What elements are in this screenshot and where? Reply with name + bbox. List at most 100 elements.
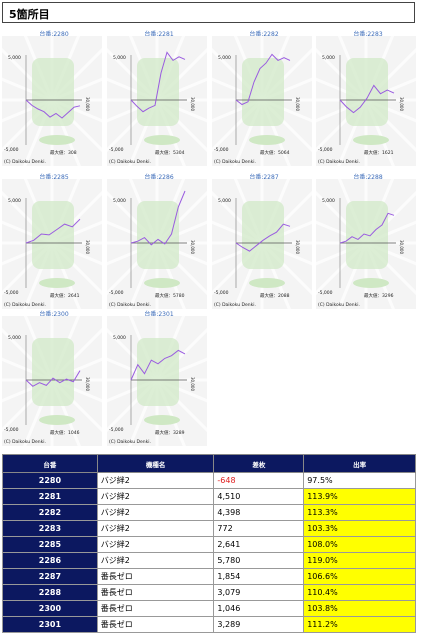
chart-panel: 5,000 -5,000 30,000 最大値：2088 (C) Daikoku Den… — [212, 179, 312, 309]
chart-svg: 5,000 -5,000 30,000 最大値：1046 (C) Daikoku Den… — [2, 316, 102, 446]
slot-chart: 台番:2285 5,000 -5,000 30,000 最大値：2641 (C) Daik… — [2, 172, 106, 312]
x-tick-end: 30,000 — [399, 97, 404, 111]
cell-rate: 111.2% — [303, 616, 416, 633]
cell-machine-no: 2280 — [2, 472, 98, 489]
slot-chart: 台番:2287 5,000 -5,000 30,000 最大値：2088 (C) Daik… — [212, 172, 316, 312]
max-value-label: 最大値：1046 — [50, 429, 80, 436]
slot-chart: 台番:2286 5,000 -5,000 30,000 最大値：5780 (C) Daik… — [107, 172, 211, 312]
background-emblem — [144, 278, 180, 288]
cell-rate: 110.4% — [303, 584, 416, 601]
chart-title-link[interactable]: 台番:2285 — [39, 174, 69, 181]
col-header-diff: 差枚 — [213, 454, 305, 473]
copyright-text: (C) Daikoku Denki. — [214, 159, 256, 165]
y-tick-bottom: -5,000 — [109, 290, 124, 296]
series-line — [130, 190, 186, 246]
y-tick-top: 5,000 — [218, 198, 231, 204]
background-emblem — [249, 135, 285, 145]
chart-title-link[interactable]: 台番:2283 — [353, 31, 383, 38]
cell-machine-no: 2283 — [2, 520, 98, 537]
background-emblem — [242, 58, 284, 126]
chart-svg: 5,000 -5,000 30,000 最大値：5064 (C) Daikoku Den… — [212, 36, 312, 166]
cell-model: バジ絆2 — [96, 520, 215, 537]
chart-title-link[interactable]: 台番:2281 — [144, 31, 174, 38]
background-emblem — [32, 338, 74, 406]
copyright-text: (C) Daikoku Denki. — [109, 302, 151, 308]
slot-chart: 台番:2300 5,000 -5,000 30,000 最大値：1046 (C) Daik… — [2, 309, 106, 449]
y-tick-bottom: -5,000 — [4, 290, 19, 296]
chart-svg: 5,000 -5,000 30,000 最大値：3289 (C) Daikoku Den… — [107, 316, 207, 446]
cell-machine-no: 2301 — [2, 616, 98, 633]
series-line — [25, 370, 81, 387]
background-emblem — [353, 278, 389, 288]
y-tick-bottom: -5,000 — [109, 147, 124, 153]
cell-model: バジ絆2 — [96, 552, 215, 569]
background-emblem — [353, 135, 389, 145]
copyright-text: (C) Daikoku Denki. — [4, 302, 46, 308]
cell-diff: 1,046 — [213, 600, 305, 617]
chart-title-link[interactable]: 台番:2300 — [39, 311, 69, 318]
chart-title-link[interactable]: 台番:2282 — [249, 31, 279, 38]
cell-rate: 119.0% — [303, 552, 416, 569]
copyright-text: (C) Daikoku Denki. — [4, 439, 46, 445]
slot-chart: 台番:2281 5,000 -5,000 30,000 最大値：5304 (C) Daik… — [107, 29, 211, 169]
cell-model: バジ絆2 — [96, 536, 215, 553]
cell-machine-no: 2285 — [2, 536, 98, 553]
x-tick-end: 30,000 — [295, 240, 300, 254]
table-row: 2282 バジ絆2 4,398 113.3% — [2, 504, 416, 521]
table-row: 2285 バジ絆2 2,641 108.0% — [2, 536, 416, 553]
results-table: 台番 機種名 差枚 出率 2280 バジ絆2 -648 97.5% 2281 バジ絆2 4,… — [2, 454, 416, 633]
background-emblem — [39, 415, 75, 425]
chart-title-link[interactable]: 台番:2287 — [249, 174, 279, 181]
series-line — [235, 53, 291, 106]
cell-diff: 4,398 — [213, 504, 305, 521]
chart-panel: 5,000 -5,000 30,000 最大値：5780 (C) Daikoku Den… — [107, 179, 207, 309]
background-emblem — [39, 278, 75, 288]
cell-machine-no: 2287 — [2, 568, 98, 585]
cell-machine-no: 2286 — [2, 552, 98, 569]
y-tick-top: 5,000 — [322, 55, 335, 61]
chart-panel: 5,000 -5,000 30,000 最大値：5304 (C) Daikoku Den… — [107, 36, 207, 166]
chart-panel: 5,000 -5,000 30,000 最大値：1046 (C) Daikoku Den… — [2, 316, 102, 446]
slot-chart: 台番:2288 5,000 -5,000 30,000 最大値：3296 (C) Daik… — [316, 172, 420, 312]
chart-title-link[interactable]: 台番:2288 — [353, 174, 383, 181]
cell-rate: 113.3% — [303, 504, 416, 521]
section-header: 5箇所目 — [2, 2, 415, 23]
series-line — [339, 84, 395, 114]
cell-diff: 3,079 — [213, 584, 305, 601]
chart-panel: 5,000 -5,000 30,000 最大値：3289 (C) Daikoku Den… — [107, 316, 207, 446]
cell-model: 番長ゼロ — [96, 584, 215, 601]
max-value-label: 最大値：3296 — [364, 292, 394, 299]
y-tick-top: 5,000 — [113, 335, 126, 341]
copyright-text: (C) Daikoku Denki. — [109, 159, 151, 165]
series-line — [130, 349, 186, 381]
cell-diff: 1,854 — [213, 568, 305, 585]
background-emblem — [144, 135, 180, 145]
max-value-label: 最大値：5064 — [260, 149, 290, 156]
col-header-model: 機種名 — [96, 454, 215, 473]
chart-svg: 5,000 -5,000 30,000 最大値：2088 (C) Daikoku Den… — [212, 179, 312, 309]
max-value-label: 最大値：308 — [50, 149, 77, 156]
copyright-text: (C) Daikoku Denki. — [318, 302, 360, 308]
background-emblem — [346, 58, 388, 126]
col-header-machine-no: 台番 — [2, 454, 98, 473]
chart-title-link[interactable]: 台番:2280 — [39, 31, 69, 38]
slot-chart: 台番:2282 5,000 -5,000 30,000 最大値：5064 (C) Daik… — [212, 29, 316, 169]
cell-rate: 103.8% — [303, 600, 416, 617]
y-tick-top: 5,000 — [8, 198, 21, 204]
chart-title-link[interactable]: 台番:2286 — [144, 174, 174, 181]
y-tick-top: 5,000 — [113, 55, 126, 61]
series-line — [25, 218, 81, 244]
table-row: 2288 番長ゼロ 3,079 110.4% — [2, 584, 416, 601]
x-tick-end: 30,000 — [85, 240, 90, 254]
page-title: 5箇所目 — [9, 8, 50, 21]
chart-title-link[interactable]: 台番:2301 — [144, 311, 174, 318]
background-emblem — [137, 338, 179, 406]
cell-rate: 113.9% — [303, 488, 416, 505]
cell-diff: 3,289 — [213, 616, 305, 633]
background-emblem — [249, 278, 285, 288]
background-emblem — [242, 201, 284, 269]
table-header-row: 台番 機種名 差枚 出率 — [2, 454, 416, 473]
y-tick-top: 5,000 — [8, 55, 21, 61]
y-tick-top: 5,000 — [8, 335, 21, 341]
cell-diff: 4,510 — [213, 488, 305, 505]
